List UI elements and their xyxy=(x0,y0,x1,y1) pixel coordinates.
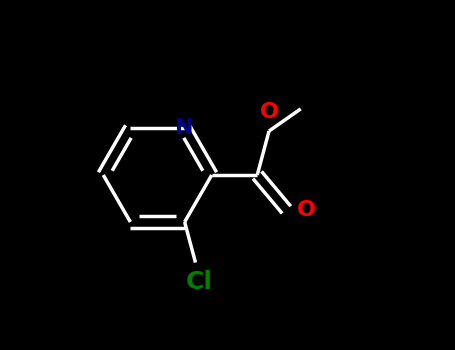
Text: N: N xyxy=(175,118,194,138)
Text: O: O xyxy=(259,102,278,122)
Text: O: O xyxy=(297,200,316,220)
Text: Cl: Cl xyxy=(186,270,212,294)
